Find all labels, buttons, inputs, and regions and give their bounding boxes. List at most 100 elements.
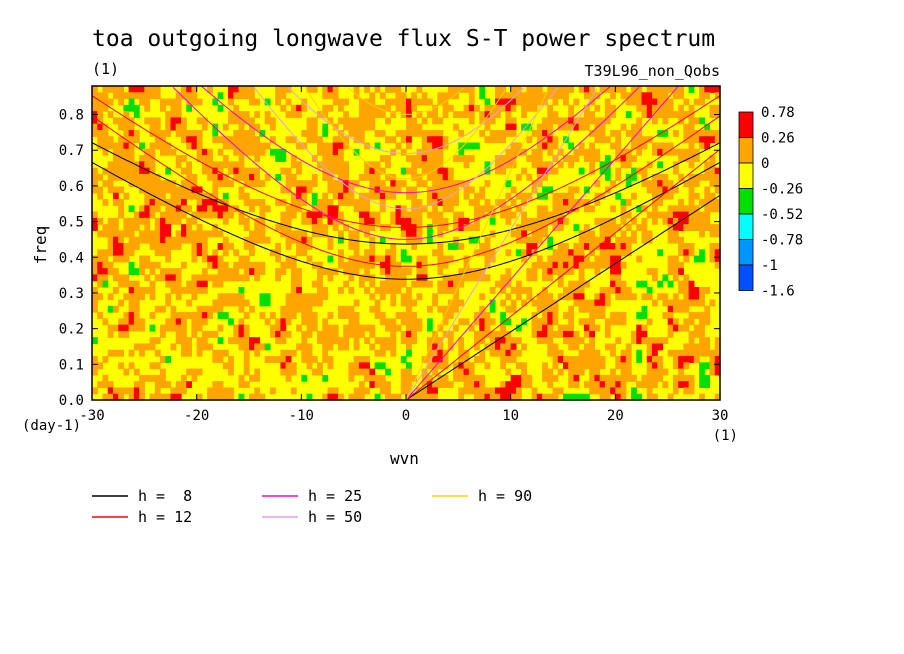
heatmap-cell	[233, 268, 240, 275]
heatmap-cell	[233, 136, 240, 144]
y-tick-label: 0.8	[59, 108, 84, 124]
heatmap-cell	[285, 368, 292, 376]
heatmap-cell	[578, 356, 585, 363]
heatmap-cell	[557, 92, 564, 100]
heatmap-cell	[678, 148, 684, 156]
heatmap-cell	[442, 356, 449, 363]
heatmap-cell	[568, 186, 575, 194]
heatmap-cell	[547, 92, 554, 100]
heatmap-cell	[557, 161, 564, 169]
heatmap-cell	[369, 111, 376, 118]
heatmap-cell	[714, 86, 721, 93]
heatmap-cell	[552, 312, 559, 319]
heatmap-cell	[421, 142, 428, 150]
heatmap-cell	[552, 155, 559, 162]
heatmap-cell	[249, 129, 255, 137]
heatmap-cell	[102, 92, 109, 100]
heatmap-cell	[563, 337, 569, 345]
heatmap-cell	[233, 167, 240, 175]
heatmap-cell	[657, 186, 664, 194]
heatmap-cell	[489, 318, 496, 326]
heatmap-cell	[552, 393, 559, 401]
heatmap-cell	[411, 104, 418, 112]
heatmap-cell	[196, 305, 203, 313]
heatmap-cell	[301, 230, 308, 238]
heatmap-cell	[426, 111, 433, 118]
heatmap-cell	[139, 286, 145, 294]
heatmap-cell	[290, 211, 297, 219]
heatmap-cell	[557, 349, 564, 357]
heatmap-cell	[421, 92, 428, 100]
heatmap-cell	[699, 374, 705, 382]
heatmap-cell	[180, 387, 187, 395]
heatmap-cell	[222, 205, 229, 213]
heatmap-cell	[547, 330, 554, 338]
heatmap-cell	[118, 387, 124, 395]
heatmap-cell	[667, 104, 674, 112]
heatmap-cell	[620, 236, 627, 244]
heatmap-cell	[238, 173, 245, 181]
heatmap-cell	[421, 161, 428, 169]
heatmap-cell	[672, 268, 679, 275]
heatmap-cell	[547, 318, 554, 326]
heatmap-cell	[149, 86, 156, 93]
heatmap-cell	[494, 330, 501, 338]
heatmap-cell	[160, 230, 166, 238]
heatmap-cell	[662, 92, 669, 100]
heatmap-cell	[112, 161, 119, 169]
heatmap-cell	[233, 161, 240, 169]
heatmap-cell	[149, 280, 156, 288]
heatmap-cell	[358, 255, 365, 263]
heatmap-cell	[201, 343, 208, 351]
heatmap-cell	[275, 324, 281, 332]
heatmap-cell	[463, 86, 470, 93]
heatmap-cell	[385, 117, 391, 125]
heatmap-cell	[337, 148, 344, 156]
heatmap-cell	[400, 180, 407, 188]
heatmap-cell	[180, 349, 187, 357]
heatmap-cell	[583, 230, 590, 238]
heatmap-cell	[364, 230, 370, 238]
heatmap-cell	[369, 368, 376, 376]
heatmap-cell	[322, 161, 329, 169]
heatmap-cell	[442, 280, 449, 288]
heatmap-cell	[631, 330, 637, 338]
heatmap-cell	[123, 312, 130, 319]
heatmap-cell	[484, 362, 491, 370]
heatmap-cell	[515, 142, 522, 150]
heatmap-cell	[500, 155, 507, 162]
heatmap-cell	[531, 217, 538, 225]
heatmap-cell	[144, 180, 151, 188]
heatmap-cell	[123, 129, 130, 137]
heatmap-cell	[385, 393, 391, 401]
heatmap-cell	[254, 142, 261, 150]
heatmap-cell	[557, 86, 564, 93]
heatmap-cell	[526, 236, 533, 244]
heatmap-cell	[515, 393, 522, 401]
heatmap-cell	[332, 142, 339, 150]
heatmap-cell	[557, 249, 564, 257]
heatmap-cell	[604, 243, 611, 250]
heatmap-cell	[170, 205, 177, 213]
heatmap-cell	[217, 161, 224, 169]
heatmap-cell	[432, 343, 438, 351]
heatmap-cell	[615, 318, 622, 326]
heatmap-cell	[432, 111, 438, 118]
heatmap-cell	[118, 173, 124, 181]
heatmap-cell	[175, 211, 182, 219]
heatmap-cell	[201, 205, 208, 213]
heatmap-cell	[165, 224, 172, 232]
heatmap-cell	[573, 148, 580, 156]
heatmap-cell	[364, 274, 370, 282]
heatmap-cell	[180, 330, 187, 338]
heatmap-cell	[180, 324, 187, 332]
heatmap-cell	[547, 167, 554, 175]
heatmap-cell	[249, 92, 255, 100]
heatmap-cell	[547, 268, 554, 275]
heatmap-cell	[212, 211, 219, 219]
heatmap-cell	[243, 217, 250, 225]
heatmap-cell	[406, 104, 412, 112]
heatmap-cell	[170, 148, 177, 156]
heatmap-cell	[678, 381, 684, 389]
heatmap-cell	[426, 374, 433, 382]
